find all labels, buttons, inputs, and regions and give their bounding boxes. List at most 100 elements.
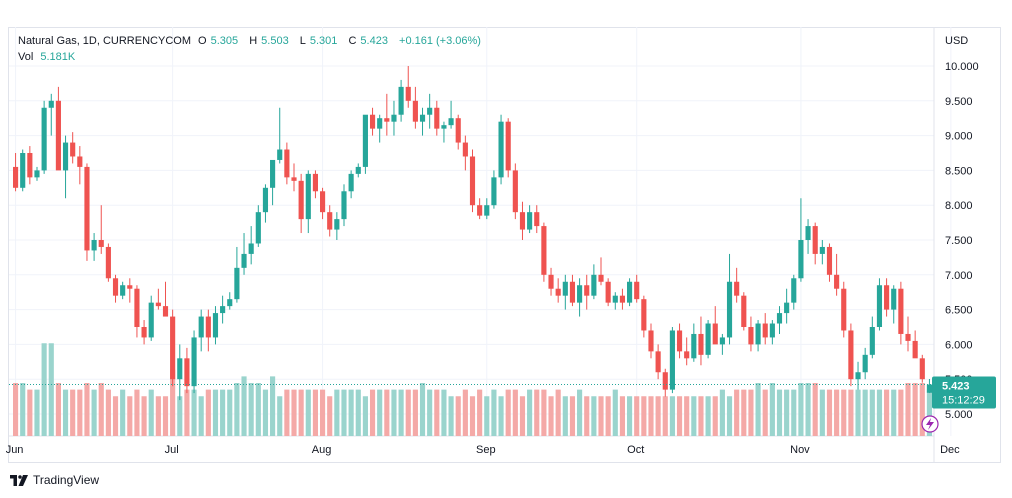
candle-body	[212, 313, 219, 338]
candle-body	[834, 274, 840, 289]
volume-bar	[769, 383, 775, 436]
x-axis[interactable]: Jun Jul Aug Sep Oct Nov Dec	[6, 444, 960, 456]
x-tick-label: Nov	[790, 444, 810, 456]
y-tick-label: 8.500	[945, 165, 973, 177]
volume-bar	[262, 389, 269, 436]
candle-body	[70, 142, 76, 157]
y-tick-label: 5.000	[945, 409, 973, 421]
candle-body	[919, 358, 925, 380]
volume-bar	[212, 389, 219, 436]
candle-body	[177, 358, 183, 380]
volume-bar	[662, 396, 668, 436]
volume-bar	[734, 389, 740, 436]
candle-body	[155, 302, 161, 307]
x-tick-label: Aug	[312, 444, 332, 456]
volume-bar	[98, 383, 104, 436]
volume-bar	[327, 396, 333, 436]
volume-bar	[577, 389, 583, 436]
symbol-label[interactable]: Natural Gas, 1D, CURRENCYCOM	[18, 35, 191, 47]
candle-body	[498, 121, 504, 178]
volume-bar	[62, 389, 69, 436]
candle-body	[477, 205, 483, 216]
volume-bar	[869, 389, 875, 436]
volume-bar	[762, 389, 768, 436]
volume-bar	[741, 389, 747, 436]
candle-body	[441, 125, 447, 129]
chart-frame[interactable]	[8, 27, 1001, 463]
volume-bar	[619, 396, 626, 436]
candle-body	[619, 295, 626, 303]
tradingview-brand[interactable]: TradingView	[10, 473, 99, 487]
candle-body	[284, 149, 290, 178]
volume-bar	[120, 389, 126, 436]
candle-body	[241, 253, 247, 268]
candle-body	[612, 295, 618, 303]
candle-body	[712, 323, 718, 345]
volume-bar	[591, 396, 597, 436]
volume-bar	[162, 396, 169, 436]
candle-body	[484, 205, 490, 216]
candle-body	[369, 114, 376, 129]
volume-bar	[541, 389, 547, 436]
candle-body	[362, 114, 368, 167]
candle-body	[855, 372, 861, 380]
candle-body	[134, 288, 140, 327]
candle-body	[698, 333, 704, 355]
candle-body	[762, 323, 768, 338]
candle-body	[691, 333, 697, 359]
volume-bar	[220, 389, 226, 436]
volume-bar	[698, 396, 704, 436]
volume-bar	[241, 376, 247, 436]
candle-body	[12, 166, 19, 188]
candle-body	[205, 316, 211, 338]
volume-bar	[48, 343, 54, 436]
last-price-tag: 5.423 15:12:29	[932, 376, 996, 409]
volume-bar	[234, 383, 240, 436]
volume-bar	[812, 383, 818, 436]
candle-body	[112, 278, 119, 296]
volume-bar	[748, 389, 754, 436]
candle-body	[826, 246, 833, 275]
volume-bar	[855, 389, 861, 436]
price-tag-price: 5.423	[942, 381, 970, 393]
candle-body	[377, 118, 383, 129]
volume-bar	[319, 389, 326, 436]
candle-body	[355, 166, 361, 174]
volume-bar	[270, 376, 276, 436]
volume-bar	[626, 396, 633, 436]
volume-bar	[112, 396, 119, 436]
candle-body	[776, 313, 783, 324]
y-axis[interactable]: 10.000 9.500 9.000 8.500 8.000 7.500 7.000 6.50…	[945, 61, 979, 421]
volume-bar	[191, 389, 197, 436]
volume-bar	[512, 389, 518, 436]
volume-bar	[341, 389, 347, 436]
volume-bar	[555, 389, 561, 436]
volume-bar	[77, 389, 83, 436]
low-value: 5.301	[309, 35, 338, 47]
candle-body	[684, 351, 690, 359]
candle-body	[598, 274, 604, 282]
volume-bar	[798, 383, 804, 436]
volume-bar	[362, 396, 368, 436]
candle-body	[626, 281, 633, 303]
volume-bar	[548, 396, 554, 436]
volume-bar	[634, 396, 640, 436]
volume-bar	[198, 396, 204, 436]
candle-body	[905, 333, 911, 341]
candle-body	[755, 323, 761, 345]
ohlc-legend: Natural Gas, 1D, CURRENCYCOM O 5.305 H 5.5…	[18, 35, 485, 47]
lightning-icon[interactable]	[921, 415, 939, 433]
candle-body	[655, 351, 661, 373]
candle-body	[512, 170, 518, 213]
volume-bar	[334, 389, 340, 436]
y-tick-label: 10.000	[945, 61, 979, 73]
volume-bar	[412, 389, 418, 436]
volume-bar	[905, 383, 911, 436]
candle-body	[841, 288, 847, 331]
candle-body	[862, 354, 868, 373]
candle-body	[305, 173, 311, 220]
volume-legend: Vol 5.181K	[18, 51, 79, 63]
volume-bar	[155, 396, 161, 436]
volume-bar	[127, 396, 133, 436]
